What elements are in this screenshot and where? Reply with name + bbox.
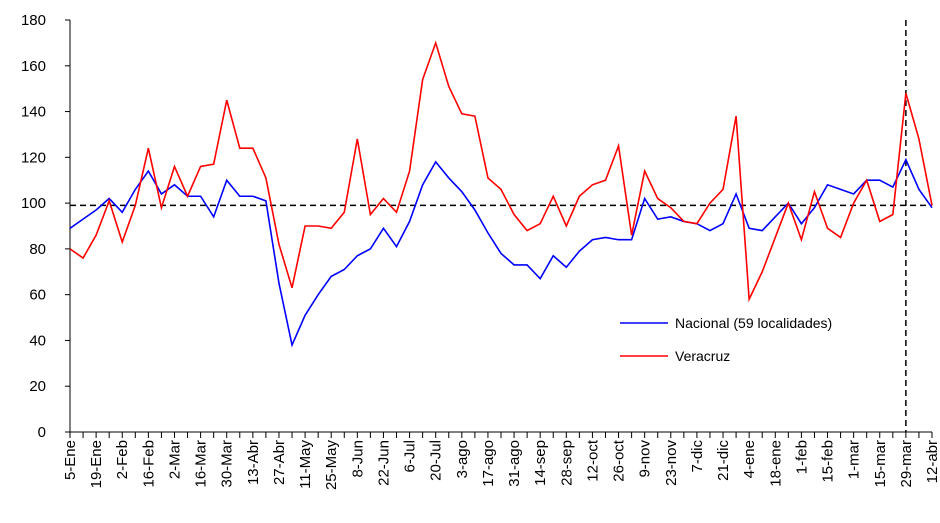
x-tick-label: 28-sep <box>558 440 575 486</box>
legend-label: Nacional (59 localidades) <box>675 315 832 331</box>
x-tick-label: 4-ene <box>741 440 758 478</box>
legend-label: Veracruz <box>675 348 730 364</box>
x-tick-label: 2-Mar <box>166 440 183 479</box>
x-tick-label: 16-Mar <box>193 440 210 488</box>
x-tick-label: 15-mar <box>872 440 889 488</box>
x-tick-label: 25-May <box>323 440 340 491</box>
x-tick-label: 7-dic <box>689 440 706 473</box>
series-line <box>69 40 933 303</box>
y-tick-label: 120 <box>21 149 46 166</box>
x-tick-label: 26-oct <box>611 439 628 482</box>
x-tick-label: 18-ene <box>767 440 784 487</box>
y-tick-label: 20 <box>29 378 46 395</box>
x-tick-label: 23-nov <box>663 440 680 486</box>
x-tick-label: 29-mar <box>898 440 915 488</box>
y-tick-label: 160 <box>21 58 46 75</box>
y-tick-label: 80 <box>29 241 46 258</box>
y-tick-label: 140 <box>21 104 46 121</box>
y-tick-label: 180 <box>21 12 46 29</box>
x-tick-label: 19-Ene <box>88 440 105 488</box>
x-tick-label: 8-Jun <box>349 440 366 478</box>
y-tick-label: 100 <box>21 195 46 212</box>
x-tick-label: 11-May <box>297 440 314 489</box>
x-tick-label: 15-feb <box>820 440 837 483</box>
x-tick-label: 12-abr <box>924 440 940 483</box>
x-tick-label: 1-mar <box>846 440 863 479</box>
x-tick-label: 21-dic <box>715 440 732 481</box>
x-tick-label: 30-Mar <box>219 440 236 488</box>
y-tick-label: 40 <box>29 332 46 349</box>
x-tick-label: 2-Feb <box>114 440 131 479</box>
y-tick-label: 0 <box>38 424 46 441</box>
x-tick-label: 13-Abr <box>245 440 262 485</box>
x-tick-label: 14-sep <box>532 440 549 486</box>
x-tick-label: 9-nov <box>637 440 654 478</box>
x-tick-label: 16-Feb <box>140 440 157 488</box>
x-tick-label: 12-oct <box>584 439 601 482</box>
x-tick-label: 5-Ene <box>62 440 79 480</box>
x-tick-label: 1-feb <box>793 440 810 474</box>
x-tick-label: 3-ago <box>454 440 471 478</box>
x-tick-label: 27-Abr <box>271 440 288 485</box>
y-tick-label: 60 <box>29 287 46 304</box>
x-tick-label: 22-Jun <box>375 440 392 486</box>
x-tick-label: 20-Jul <box>428 440 445 481</box>
x-tick-label: 6-Jul <box>402 440 419 473</box>
x-tick-label: 17-ago <box>480 440 497 487</box>
x-tick-label: 31-ago <box>506 440 523 487</box>
